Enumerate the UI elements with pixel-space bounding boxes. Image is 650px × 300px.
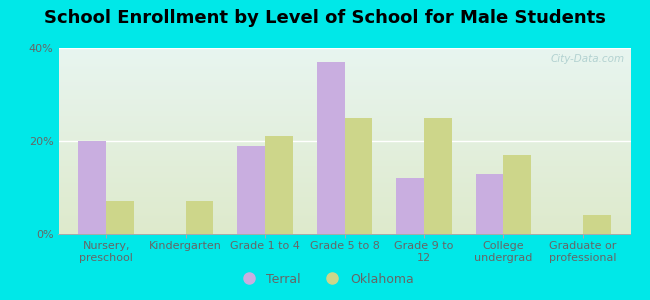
Bar <box>396 178 424 234</box>
Bar <box>237 146 265 234</box>
Bar <box>424 118 452 234</box>
Bar <box>265 136 293 234</box>
Legend: Terral, Oklahoma: Terral, Oklahoma <box>231 268 419 291</box>
Bar <box>106 202 134 234</box>
Bar <box>583 215 610 234</box>
Bar <box>317 62 345 234</box>
Bar <box>344 118 372 234</box>
Bar <box>79 141 106 234</box>
Text: School Enrollment by Level of School for Male Students: School Enrollment by Level of School for… <box>44 9 606 27</box>
Bar <box>503 155 531 234</box>
Text: City-Data.com: City-Data.com <box>551 54 625 64</box>
Bar <box>476 173 503 234</box>
Bar <box>186 202 213 234</box>
